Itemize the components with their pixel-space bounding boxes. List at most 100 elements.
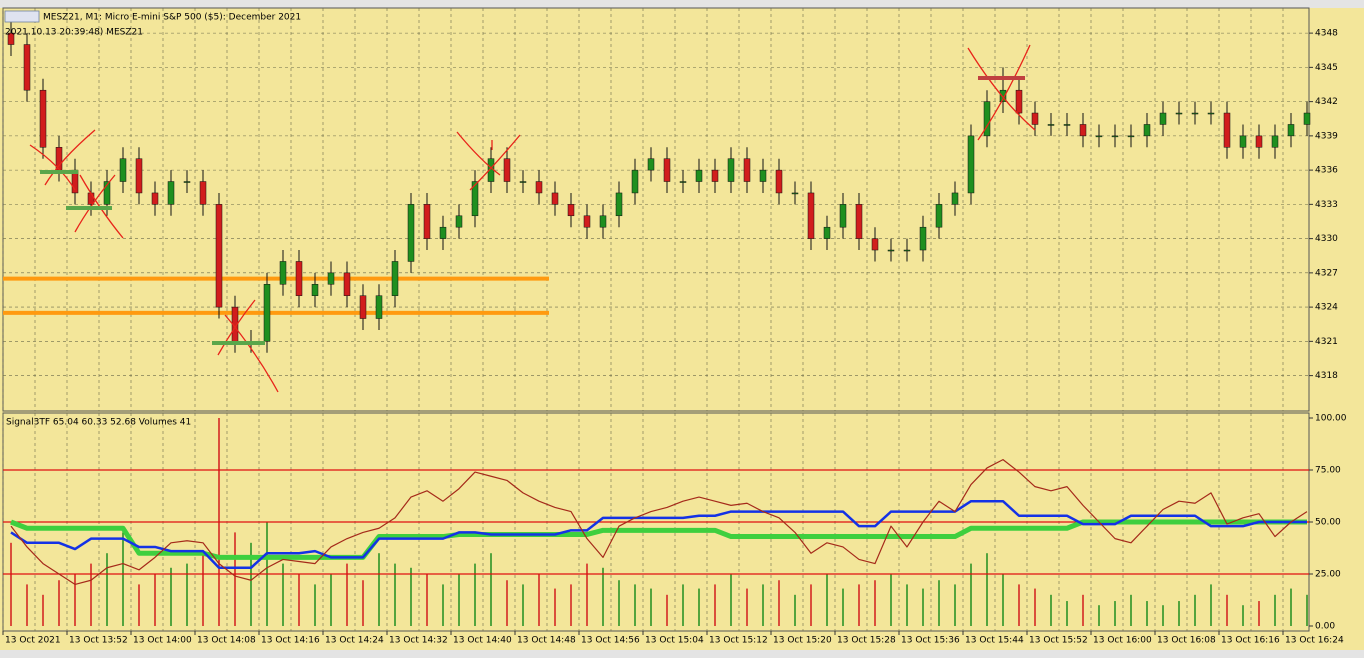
x-tick-label: 13 Oct 14:08 bbox=[197, 636, 256, 646]
x-tick-label: 13 Oct 13:52 bbox=[69, 636, 128, 646]
y-tick-label: 4336 bbox=[1315, 166, 1338, 176]
candle-body bbox=[327, 272, 335, 285]
window-icons[interactable] bbox=[4, 10, 40, 23]
x-tick-label: 13 Oct 15:52 bbox=[1029, 636, 1088, 646]
y-tick-label: 4324 bbox=[1315, 303, 1338, 313]
candle-body bbox=[599, 215, 607, 228]
candle-body bbox=[615, 192, 623, 217]
x-tick-label: 13 Oct 15:28 bbox=[837, 636, 896, 646]
candle-body bbox=[887, 249, 895, 252]
candle-body bbox=[903, 249, 911, 252]
x-tick-label: 13 Oct 14:48 bbox=[517, 636, 576, 646]
x-tick-label: 13 Oct 16:16 bbox=[1221, 636, 1280, 646]
candle-body bbox=[407, 204, 415, 262]
candle-body bbox=[1095, 135, 1103, 138]
candle-body bbox=[535, 181, 543, 194]
candle-body bbox=[119, 158, 127, 182]
candle-body bbox=[1063, 124, 1071, 126]
candle-body bbox=[1303, 112, 1311, 125]
candle-body bbox=[311, 284, 319, 296]
x-tick-label: 13 Oct 14:16 bbox=[261, 636, 320, 646]
candle-body bbox=[583, 215, 591, 228]
y-tick-label: 4333 bbox=[1315, 200, 1338, 210]
y-tick-label: 4342 bbox=[1315, 97, 1338, 107]
candle-body bbox=[823, 226, 831, 239]
y-tick-label: 4348 bbox=[1315, 29, 1338, 39]
candle-body bbox=[7, 32, 15, 45]
candle-body bbox=[1047, 124, 1055, 126]
candle-body bbox=[727, 158, 735, 182]
candle-body bbox=[391, 261, 399, 296]
candle-body bbox=[807, 192, 815, 239]
x-tick-label: 13 Oct 15:12 bbox=[709, 636, 768, 646]
candle-body bbox=[263, 284, 271, 342]
x-tick-label: 13 Oct 15:44 bbox=[965, 636, 1024, 646]
annotations bbox=[29, 44, 1036, 393]
candle-body bbox=[663, 158, 671, 182]
candle-body bbox=[647, 158, 655, 171]
zones bbox=[40, 76, 1025, 345]
hand-mark bbox=[29, 129, 96, 191]
marks: 4318 4321 4324 4327 4330 4333 4336 4339 4342 4345… bbox=[2, 21, 1347, 646]
candle-body bbox=[151, 192, 159, 205]
chart-title: MESZ21, M1: Micro E-mini S&P 500 ($5): D… bbox=[43, 13, 301, 23]
candle-body bbox=[1111, 135, 1119, 138]
candle-body bbox=[839, 204, 847, 228]
candle-body bbox=[1031, 112, 1039, 125]
y-tick-label: 0.00 bbox=[1315, 622, 1335, 632]
y-tick-label: 4339 bbox=[1315, 131, 1338, 141]
chart-subtitle: 2021.10.13 20:39:48) MESZ21 bbox=[5, 28, 143, 38]
candle-body bbox=[1239, 135, 1247, 148]
x-tick-label: 13 Oct 14:40 bbox=[453, 636, 512, 646]
candle-body bbox=[679, 181, 687, 183]
candle-body bbox=[759, 169, 767, 182]
toolbar-strip bbox=[0, 0, 1364, 8]
main-panel-frame bbox=[2, 7, 1310, 412]
candle-body bbox=[983, 101, 991, 137]
x-tick-label: 13 Oct 14:00 bbox=[133, 636, 192, 646]
candle-body bbox=[951, 192, 959, 205]
chart-background bbox=[0, 8, 1364, 650]
candle-body bbox=[103, 181, 111, 205]
candle-body bbox=[23, 44, 31, 91]
candle-body bbox=[39, 89, 47, 148]
candle-body bbox=[167, 181, 175, 205]
candle-body bbox=[999, 89, 1007, 102]
candle-body bbox=[791, 192, 799, 195]
bottom-strip bbox=[0, 650, 1364, 658]
candle-body bbox=[503, 158, 511, 182]
candle-body bbox=[359, 295, 367, 319]
x-tick-label: 13 Oct 16:00 bbox=[1093, 636, 1152, 646]
indicator-line bbox=[10, 499, 1307, 570]
y-tick-label: 4327 bbox=[1315, 268, 1338, 278]
x-tick-label: 13 Oct 15:04 bbox=[645, 636, 704, 646]
candle-body bbox=[215, 204, 223, 308]
candle-body bbox=[1207, 112, 1215, 115]
candle-body bbox=[551, 192, 559, 205]
candle-body bbox=[1079, 124, 1087, 137]
candle-body bbox=[343, 272, 351, 296]
candle-body bbox=[1175, 112, 1183, 115]
candle-body bbox=[1127, 135, 1135, 138]
candle-body bbox=[743, 158, 751, 182]
indicator-line bbox=[10, 519, 1307, 560]
x-tick-label: 13 Oct 2021 bbox=[5, 636, 61, 646]
candle-body bbox=[1159, 112, 1167, 125]
candle-body bbox=[279, 261, 287, 285]
candle-body bbox=[471, 181, 479, 217]
candle-body bbox=[967, 135, 975, 194]
candle-body bbox=[199, 181, 207, 205]
vertical-grid bbox=[2, 8, 1284, 631]
hand-mark bbox=[456, 131, 521, 191]
candle-body bbox=[855, 204, 863, 239]
candle-body bbox=[1255, 135, 1263, 148]
y-tick-label: 100.00 bbox=[1315, 413, 1347, 423]
y-tick-label: 4321 bbox=[1315, 337, 1338, 347]
candle-body bbox=[695, 169, 703, 182]
indicator-title: Signal3TF 65.04 60.33 52.68 Volumes 41 bbox=[6, 418, 191, 428]
candle-body bbox=[775, 169, 783, 194]
candle-body bbox=[519, 181, 527, 183]
x-tick-label: 13 Oct 14:32 bbox=[389, 636, 448, 646]
x-tick-label: 13 Oct 16:24 bbox=[1285, 636, 1344, 646]
